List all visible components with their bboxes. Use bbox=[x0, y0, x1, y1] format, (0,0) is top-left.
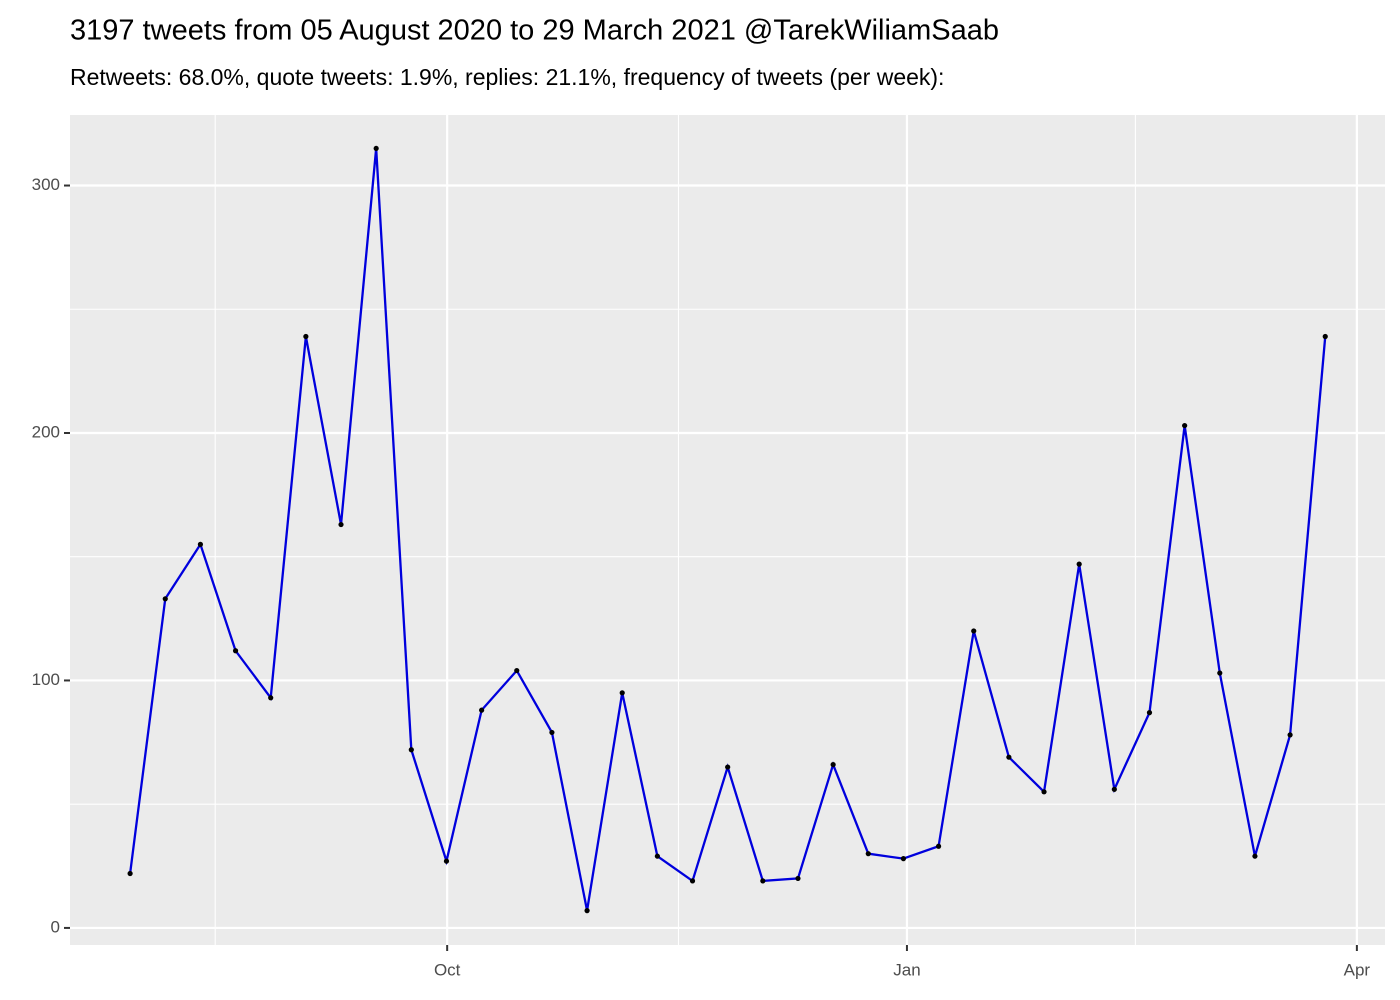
data-point bbox=[1041, 789, 1047, 795]
data-point bbox=[1252, 853, 1258, 859]
data-point bbox=[689, 878, 696, 884]
data-point bbox=[900, 856, 907, 862]
x-tick-label: Oct bbox=[434, 960, 461, 979]
data-point bbox=[1322, 333, 1328, 340]
data-point bbox=[1287, 732, 1293, 738]
data-point bbox=[1111, 786, 1117, 792]
data-point bbox=[795, 875, 801, 882]
data-point bbox=[584, 908, 590, 914]
data-point bbox=[619, 690, 625, 696]
data-point bbox=[1146, 710, 1153, 716]
y-tick-label: 0 bbox=[51, 917, 60, 936]
x-tick-label: Jan bbox=[893, 960, 920, 979]
data-point bbox=[1006, 754, 1012, 760]
data-point bbox=[1076, 561, 1082, 567]
chart-subtitle: Retweets: 68.0%, quote tweets: 1.9%, rep… bbox=[70, 64, 944, 90]
data-point bbox=[303, 333, 309, 340]
y-tick-label: 300 bbox=[32, 175, 60, 194]
data-point bbox=[338, 521, 344, 528]
chart-title: 3197 tweets from 05 August 2020 to 29 Ma… bbox=[70, 15, 999, 47]
data-point bbox=[162, 596, 168, 602]
data-point bbox=[514, 667, 520, 674]
data-point bbox=[760, 878, 766, 884]
data-point bbox=[549, 729, 555, 736]
data-point bbox=[197, 541, 204, 547]
y-tick-label: 200 bbox=[32, 422, 60, 441]
data-point bbox=[127, 870, 133, 877]
plot-panel bbox=[70, 115, 1385, 945]
y-tick-label: 100 bbox=[32, 670, 60, 689]
data-point bbox=[443, 858, 450, 864]
data-point bbox=[1217, 670, 1223, 676]
data-point bbox=[408, 747, 414, 753]
data-point bbox=[725, 764, 731, 770]
data-point bbox=[654, 853, 660, 859]
data-point bbox=[935, 843, 942, 849]
data-point bbox=[830, 761, 836, 768]
data-point bbox=[1182, 422, 1188, 429]
x-tick-label: Apr bbox=[1344, 960, 1371, 979]
data-point bbox=[479, 707, 485, 713]
data-point bbox=[865, 851, 871, 857]
data-point bbox=[232, 648, 239, 654]
data-point bbox=[971, 628, 977, 634]
data-point bbox=[268, 695, 274, 701]
data-point bbox=[373, 145, 379, 152]
